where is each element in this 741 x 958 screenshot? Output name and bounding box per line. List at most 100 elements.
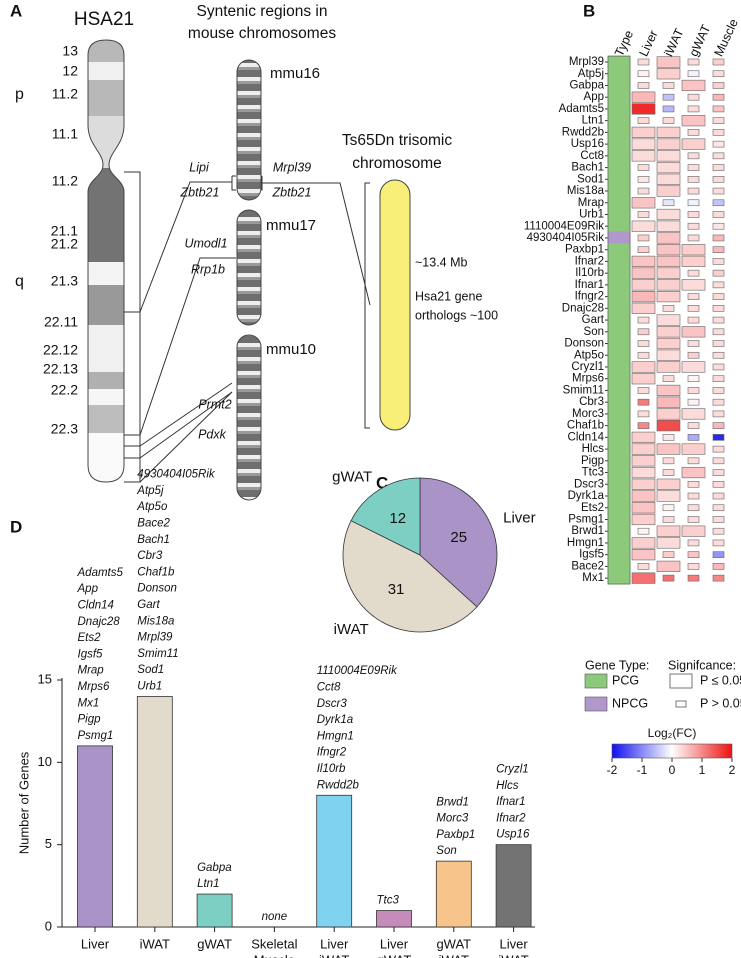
heatmap-cell: [637, 422, 650, 429]
row-label: Paxbp1: [565, 244, 604, 256]
heatmap-cell: [712, 234, 725, 242]
heatmap-cell: [687, 234, 700, 242]
row-label: 4930404I05Rik: [527, 232, 605, 244]
heatmap-cell: [687, 340, 700, 347]
heatmap-cell: [681, 279, 706, 291]
legend-label: P ≤ 0.05: [700, 673, 741, 687]
heatmap-cell: [656, 232, 681, 244]
bar-annotation: Ifngr2: [317, 747, 347, 759]
row-label: Cct8: [580, 150, 604, 162]
gene-type-cell: [607, 430, 631, 444]
heatmap-cell: [631, 373, 656, 385]
heatmap-cell: [687, 222, 700, 230]
gene-type-cell: [607, 290, 631, 304]
bar: [77, 745, 113, 928]
bar-annotation: 1110004E09Rik: [317, 665, 398, 677]
x-tick-label: iWAT: [140, 936, 170, 951]
heatmap-cell: [712, 117, 725, 124]
heatmap-cell: [656, 396, 681, 408]
heatmap-cell: [712, 527, 725, 535]
heatmap-cell: [662, 375, 675, 383]
row-label: Dnajc28: [562, 302, 604, 314]
trisomic-title: Ts65Dn trisomic: [342, 132, 452, 149]
trisomic-title: chromosome: [352, 155, 442, 172]
heatmap-cell: [631, 443, 656, 455]
heatmap-cell: [637, 563, 650, 570]
heatmap-cell: [712, 93, 725, 101]
row-label: Atp5j: [578, 68, 604, 80]
heatmap-cell: [656, 490, 681, 502]
gene-type-cell: [607, 161, 631, 174]
x-tick-label: iWAT: [319, 952, 349, 958]
colorbar-tick-label: -2: [607, 763, 618, 777]
heatmap-cell: [656, 349, 681, 361]
row-label: Donson: [564, 338, 604, 350]
heatmap-cell: [712, 551, 725, 558]
x-tick-label: gWAT: [377, 952, 412, 958]
heatmap-cell: [687, 422, 700, 429]
row-label: Hmgn1: [567, 537, 604, 549]
bar-annotation: Sod1: [137, 664, 164, 676]
heatmap-cell: [687, 316, 700, 324]
y-tick-label: 5: [45, 836, 52, 851]
heatmap-cell: [656, 420, 681, 432]
gene-type-cell: [607, 149, 631, 163]
heatmap-cell: [712, 340, 725, 347]
column-header: Liver: [637, 28, 661, 58]
gene-type-cell: [607, 90, 631, 104]
gene-type-cell: [607, 325, 631, 339]
heatmap-cell: [662, 516, 675, 523]
row-label: Smim11: [563, 384, 604, 396]
heatmap-cell: [637, 58, 650, 66]
bar-annotation: Mx1: [78, 697, 100, 709]
row-label: Cbr3: [579, 396, 604, 408]
row-label: Igsf5: [579, 549, 604, 561]
syntenic-title: Syntenic regions in: [197, 3, 328, 20]
heatmap-cell: [656, 138, 681, 150]
pie-value-label: 12: [389, 510, 406, 527]
column-header: gWAT: [687, 22, 714, 58]
heatmap-cell: [656, 525, 681, 537]
bar-annotation: Hmgn1: [317, 730, 354, 742]
colorbar-tick-label: 1: [699, 763, 706, 777]
heatmap-cell: [637, 164, 650, 171]
row-label: Son: [584, 326, 604, 338]
band-label: 11.1: [52, 126, 78, 142]
heatmap-cell: [656, 185, 681, 197]
heatmap-cell: [681, 255, 706, 268]
heatmap-cell: [687, 129, 700, 136]
gene-type-cell: [607, 384, 631, 397]
heatmap-cell: [712, 398, 725, 406]
heatmap-cell: [662, 93, 675, 101]
column-header: Type: [612, 28, 636, 59]
x-tick-label: Liver: [81, 936, 110, 951]
x-tick-label: Liver: [500, 936, 529, 951]
row-label: Rwdd2b: [562, 126, 604, 138]
legend-swatch: [584, 673, 608, 689]
y-axis-label: Number of Genes: [16, 751, 31, 854]
heatmap-cell: [637, 328, 650, 336]
heatmap-cell: [712, 480, 725, 488]
heatmap-cell: [656, 361, 681, 373]
gene-label: Prmt2: [198, 397, 231, 411]
gene-type-cell: [607, 102, 631, 116]
heatmap-cell: [631, 361, 656, 373]
band-label: 11.2: [52, 173, 78, 189]
gene-type-cell: [607, 67, 631, 81]
gene-type-cell: [607, 313, 631, 327]
heatmap-cell: [712, 222, 725, 230]
bar-annotation: Il10rb: [317, 763, 346, 775]
heatmap-cell: [637, 246, 650, 253]
row-label: Dyrk1a: [568, 490, 605, 502]
syntenic-title: mouse chromosomes: [188, 25, 336, 42]
x-tick-label: gWAT: [436, 936, 471, 951]
row-label: App: [584, 91, 604, 103]
bar-annotation: Smim11: [137, 648, 178, 660]
heatmap-cell: [662, 551, 675, 558]
heatmap-cell: [656, 56, 681, 68]
heatmap-cell: [712, 199, 725, 207]
row-label: Il10rb: [575, 267, 604, 279]
heatmap-cell: [656, 267, 681, 279]
heatmap-cell: [662, 105, 675, 113]
